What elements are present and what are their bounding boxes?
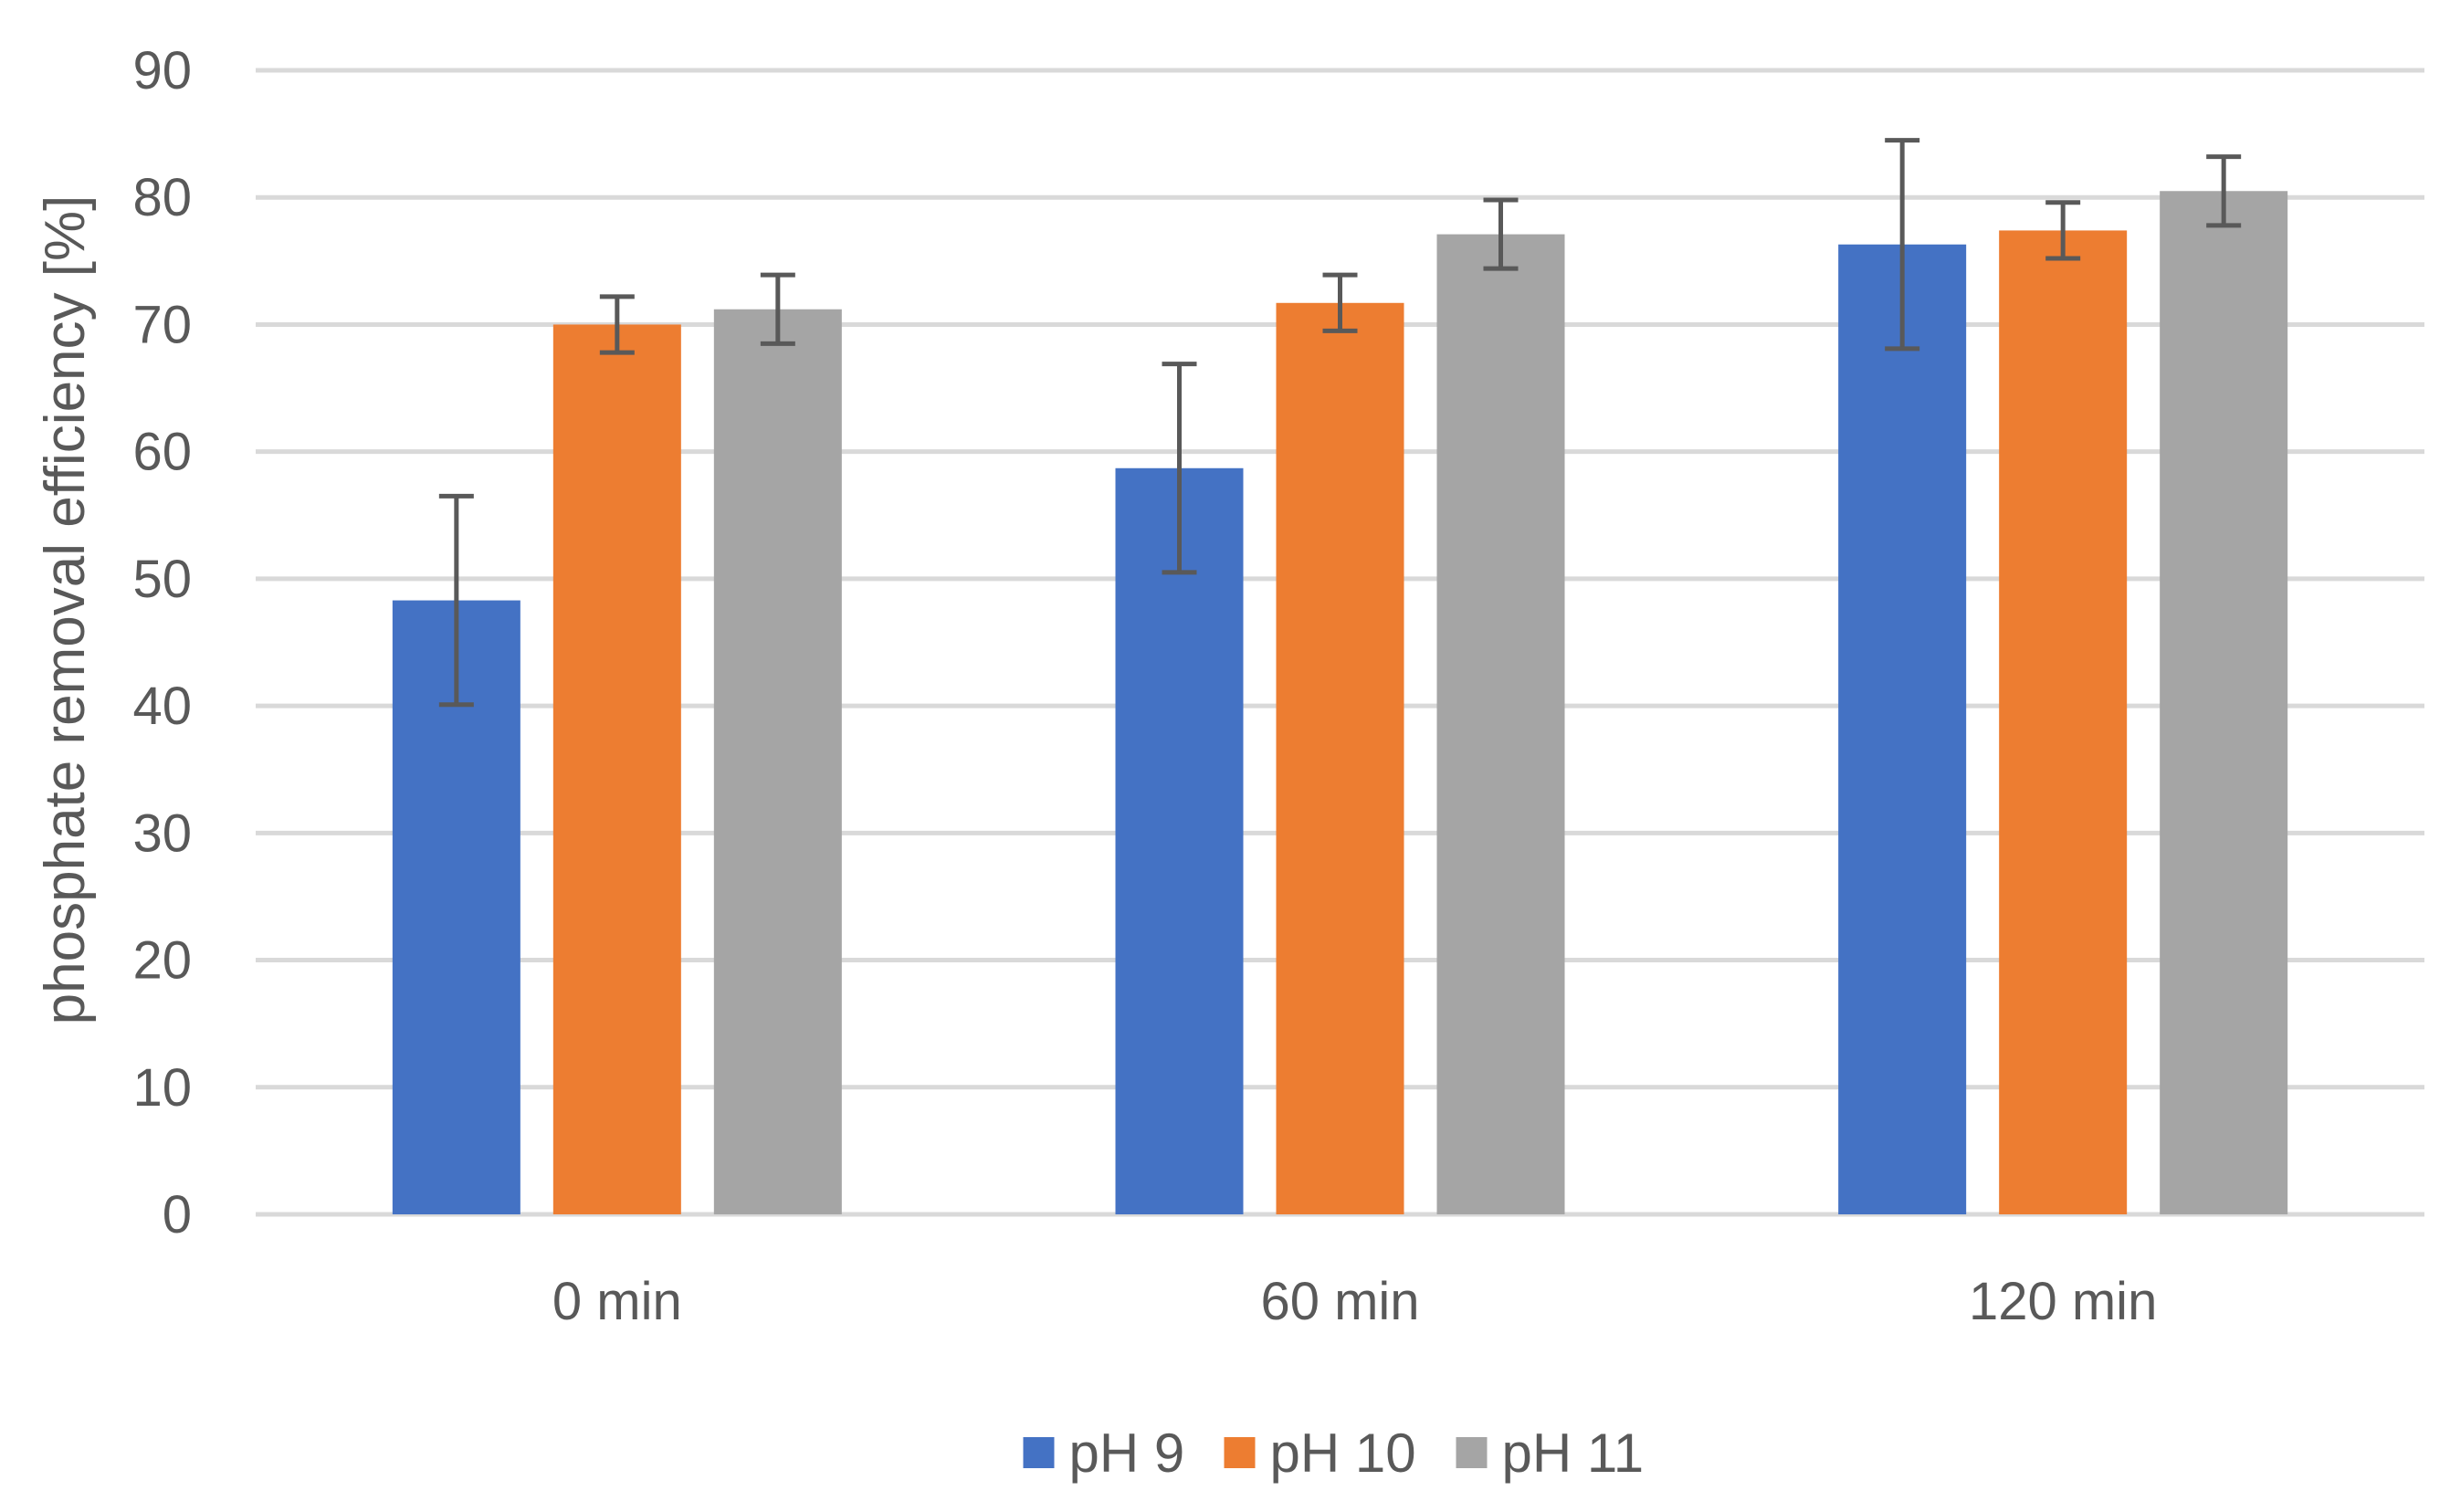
y-tick-label: 10 bbox=[132, 1058, 192, 1118]
y-tick-label: 80 bbox=[132, 168, 192, 227]
bar bbox=[552, 324, 681, 1214]
y-tick-label: 60 bbox=[132, 423, 192, 482]
x-tick-label: 0 min bbox=[552, 1272, 682, 1331]
y-tick-label: 40 bbox=[132, 677, 192, 736]
error-bar bbox=[760, 272, 795, 346]
error-bar bbox=[599, 294, 635, 355]
bar bbox=[2160, 191, 2288, 1214]
error-bar bbox=[2206, 154, 2242, 228]
legend-item[interactable]: pH 10 bbox=[1224, 1423, 1416, 1484]
y-tick-label: 90 bbox=[132, 41, 192, 100]
y-tick-label: 0 bbox=[163, 1185, 192, 1244]
error-bar bbox=[2045, 200, 2081, 261]
legend-label: pH 9 bbox=[1069, 1423, 1185, 1484]
bar bbox=[1276, 302, 1404, 1214]
x-tick-label: 120 min bbox=[1969, 1272, 2157, 1331]
bar bbox=[1115, 467, 1244, 1214]
legend-item[interactable]: pH 11 bbox=[1456, 1423, 1645, 1484]
y-tick-label: 50 bbox=[132, 550, 192, 609]
error-bar bbox=[1885, 138, 1920, 352]
legend[interactable]: pH 9 pH 10 pH 11 bbox=[1023, 1423, 1645, 1484]
bar bbox=[713, 309, 842, 1214]
error-bars bbox=[438, 138, 2242, 708]
legend-swatch bbox=[1023, 1437, 1055, 1468]
y-tick-label: 20 bbox=[132, 931, 192, 991]
legend-swatch bbox=[1456, 1437, 1488, 1468]
error-bar bbox=[1322, 272, 1358, 333]
legend-label: pH 11 bbox=[1502, 1423, 1645, 1484]
y-tick-label: 30 bbox=[132, 803, 192, 863]
error-bar bbox=[1483, 197, 1519, 271]
error-bar bbox=[438, 493, 474, 708]
bar bbox=[1999, 230, 2128, 1214]
legend-item[interactable]: pH 9 bbox=[1023, 1423, 1185, 1484]
x-tick-label: 60 min bbox=[1260, 1272, 1419, 1331]
x-axis-ticks: 0 min 60 min 120 min bbox=[552, 1272, 2157, 1331]
error-bar bbox=[1162, 362, 1197, 575]
y-axis-ticks: 0 10 20 30 40 50 60 70 80 90 bbox=[132, 41, 192, 1244]
bar bbox=[1436, 234, 1565, 1214]
bar bbox=[1838, 244, 1967, 1215]
y-tick-label: 70 bbox=[132, 295, 192, 354]
bars bbox=[392, 191, 2288, 1215]
legend-swatch bbox=[1224, 1437, 1256, 1468]
legend-label: pH 10 bbox=[1270, 1423, 1416, 1484]
y-axis-title: phosphate removal efficiency [%] bbox=[34, 195, 97, 1025]
